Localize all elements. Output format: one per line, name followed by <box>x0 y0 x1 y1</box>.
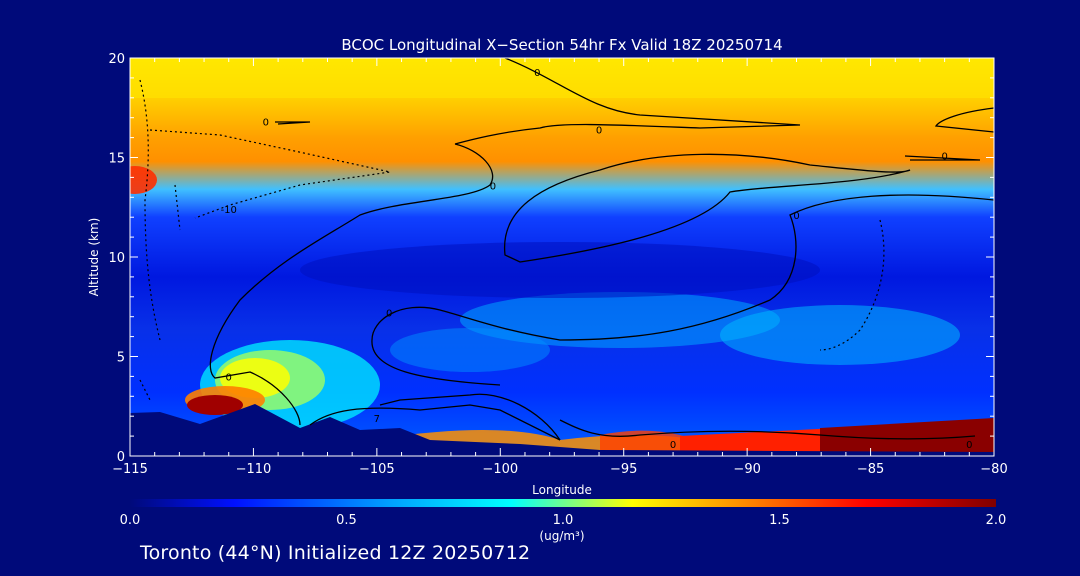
contour-label: 0 <box>490 181 496 192</box>
colorbar-ticks: 0.0 0.5 1.0 1.5 2.0 <box>120 513 1007 528</box>
colorbar-tick-label: 0.0 <box>120 513 141 528</box>
dashed-contours <box>139 79 885 401</box>
x-tick-label: −90 <box>733 462 760 477</box>
contour-label: 0 <box>793 211 799 222</box>
y-tick-label: 10 <box>108 251 125 266</box>
colorbar <box>130 499 996 507</box>
colorbar-tick-label: 2.0 <box>986 513 1007 528</box>
y-axis-label: Altitude (km) <box>87 218 101 297</box>
contour-lines <box>209 58 994 441</box>
contour-label: 0 <box>226 372 232 383</box>
x-tick-label: −80 <box>980 462 1007 477</box>
colorbar-tick-label: 0.5 <box>336 513 357 528</box>
y-tick-label: 20 <box>108 52 125 67</box>
contour-label: 0 <box>534 68 540 79</box>
footer-caption: Toronto (44°N) Initialized 12Z 20250712 <box>140 542 531 564</box>
contour-label: 0 <box>670 440 676 451</box>
x-axis: −115 −110 −105 −100 −95 −90 −85 −80 <box>112 58 1008 477</box>
x-axis-label: Longitude <box>532 483 592 497</box>
x-tick-label: −100 <box>482 462 518 477</box>
x-tick-label: −95 <box>610 462 637 477</box>
y-tick-label: 0 <box>117 450 125 465</box>
concentration-field <box>130 58 994 456</box>
y-axis: 0 5 10 15 20 <box>108 52 994 465</box>
colorbar-unit-label: (ug/m³) <box>539 529 584 543</box>
contour-labels: 0 0 0 -10 0 0 0 0 0 7 0 0 <box>221 68 973 451</box>
colorbar-tick-label: 1.5 <box>769 513 790 528</box>
contour-label: 0 <box>263 118 269 129</box>
x-tick-label: −110 <box>236 462 272 477</box>
x-tick-label: −85 <box>857 462 884 477</box>
y-tick-label: 5 <box>117 351 125 366</box>
terrain <box>130 404 994 456</box>
contour-label: 0 <box>966 440 972 451</box>
x-tick-label: −115 <box>112 462 148 477</box>
colorbar-tick-label: 1.0 <box>553 513 574 528</box>
contour-label: 0 <box>596 126 602 137</box>
contour-label: 7 <box>374 414 380 425</box>
contour-label: -10 <box>221 205 237 216</box>
contour-label: 0 <box>941 152 947 163</box>
chart-title: BCOC Longitudinal X−Section 54hr Fx Vali… <box>341 36 782 54</box>
y-tick-label: 15 <box>108 152 125 167</box>
contour-label: 0 <box>386 309 392 320</box>
x-tick-label: −105 <box>359 462 395 477</box>
